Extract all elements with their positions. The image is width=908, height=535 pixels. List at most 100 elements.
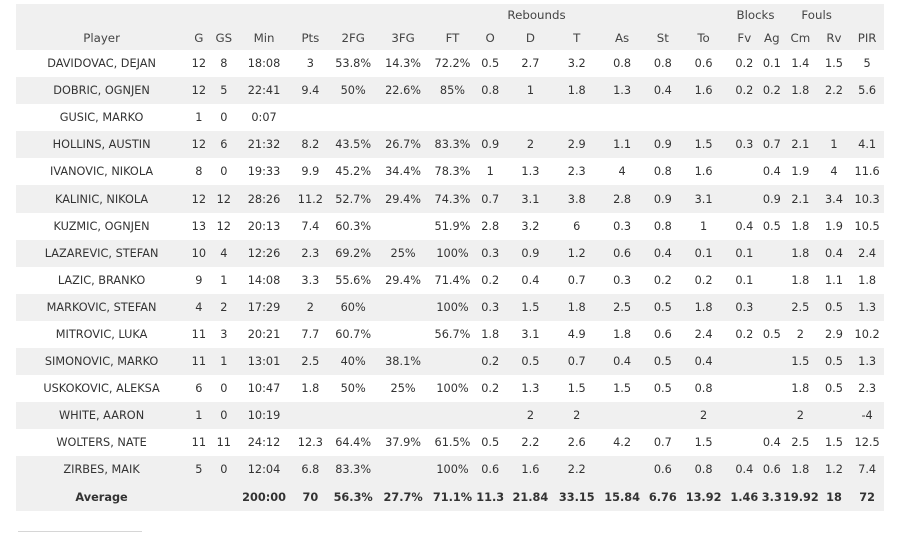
player-name[interactable]: KUZMIC, OGNJEN (53, 219, 150, 233)
stat-cell (330, 104, 377, 131)
stat-cell: 0 (220, 382, 228, 396)
stat-cell: 28:26 (247, 192, 281, 206)
group-header-row: Rebounds Blocks Fouls (16, 4, 884, 26)
stat-cell: 0.1 (762, 57, 781, 71)
column-header-ag[interactable]: Ag (764, 31, 780, 45)
stat-cell: 2 (306, 300, 314, 314)
column-header-o[interactable]: O (485, 31, 495, 45)
stat-cell: 13:01 (247, 355, 281, 369)
column-header-d[interactable]: D (525, 31, 535, 45)
stat-cell (556, 104, 598, 131)
stat-cell: 29.4% (385, 273, 422, 287)
stat-cell: 0.3 (613, 219, 632, 233)
stat-cell (761, 402, 783, 429)
column-header-min[interactable]: Min (253, 31, 275, 45)
table-row: WOLTERS, NATE 11 11 24:12 12.3 64.4% 37.9% 61.5… (16, 429, 884, 457)
player-name[interactable]: MITROVIC, LUKA (55, 327, 148, 341)
stat-cell (783, 104, 818, 131)
table-row: DOBRIC, OGNJEN 12 5 22:41 9.4 50% 22.6% 85% 0.8 1… (16, 77, 884, 105)
stat-cell: 0.2 (481, 382, 500, 396)
stat-cell: 45.2% (335, 165, 372, 179)
stat-cell: 0.3 (481, 300, 500, 314)
player-name[interactable]: IVANOVIC, NIKOLA (50, 165, 154, 179)
stat-cell: 1.3 (521, 165, 540, 179)
stat-cell: 1.5 (694, 436, 713, 450)
stat-cell (728, 429, 761, 456)
stat-cell: 0.4 (735, 463, 754, 477)
stat-cell: 1.6 (694, 165, 713, 179)
table-row: ZIRBES, MAIK 5 0 12:04 6.8 83.3% 100% 0.6 1.6 2.2… (16, 456, 884, 484)
stat-cell: 1.5 (521, 300, 540, 314)
stat-cell (430, 348, 476, 375)
stat-cell: 1.1 (613, 138, 632, 152)
stat-cell (728, 185, 761, 212)
column-header-g[interactable]: G (194, 31, 204, 45)
player-name[interactable]: ZIRBES, MAIK (63, 463, 140, 477)
table-row: SIMONOVIC, MARKO 11 1 13:01 2.5 40% 38.1% 0.2 0.… (16, 348, 884, 376)
average-cell: 27.7% (383, 490, 423, 504)
stat-cell: 0.7 (567, 273, 586, 287)
player-name[interactable]: LAZIC, BRANKO (57, 273, 146, 287)
stat-cell: 6 (195, 382, 203, 396)
stat-cell: 1.5 (791, 355, 810, 369)
average-cell (211, 484, 237, 511)
stat-cell (728, 348, 761, 375)
column-header-3fg[interactable]: 3FG (391, 31, 415, 45)
average-cell: 18 (826, 490, 842, 504)
column-header-gs[interactable]: GS (215, 31, 233, 45)
stat-cell (647, 402, 680, 429)
stat-cell: 19:33 (247, 165, 281, 179)
player-name[interactable]: GUSIC, MARKO (59, 111, 144, 125)
column-header-rv[interactable]: Rv (826, 31, 842, 45)
stat-cell: 0.8 (653, 57, 672, 71)
stat-cell: 56.7% (434, 327, 471, 341)
stat-cell: 24:12 (247, 436, 281, 450)
stat-cell (679, 104, 728, 131)
stat-cell: 0 (220, 165, 228, 179)
player-name[interactable]: DOBRIC, OGNJEN (53, 84, 150, 98)
stat-cell: 3.8 (567, 192, 586, 206)
column-header-t[interactable]: T (573, 31, 581, 45)
stat-cell (728, 104, 761, 131)
player-name[interactable]: MARKOVIC, STEFAN (46, 300, 157, 314)
column-header-cm[interactable]: Cm (790, 31, 811, 45)
player-name[interactable]: USKOKOVIC, ALEKSA (43, 382, 160, 396)
player-name[interactable]: LAZAREVIC, STEFAN (44, 246, 159, 260)
stat-cell: 100% (436, 246, 469, 260)
stat-cell: 3.2 (567, 57, 586, 71)
stat-cell: 2 (526, 138, 534, 152)
stat-cell: 20:13 (247, 219, 281, 233)
group-header-spacer (850, 4, 884, 26)
player-name[interactable]: KALINIC, NIKOLA (54, 192, 149, 206)
column-header-pts[interactable]: Pts (301, 31, 320, 45)
column-header-player[interactable]: Player (83, 31, 120, 45)
stat-cell: 0.4 (521, 273, 540, 287)
stat-cell: 5.6 (858, 84, 877, 98)
average-cell: 56.3% (333, 490, 373, 504)
column-header-as[interactable]: As (614, 31, 630, 45)
column-header-2fg[interactable]: 2FG (341, 31, 365, 45)
stat-cell: 1 (830, 138, 838, 152)
player-name[interactable]: SIMONOVIC, MARKO (44, 355, 159, 369)
player-name[interactable]: HOLLINS, AUSTIN (52, 138, 151, 152)
column-header-st[interactable]: St (656, 31, 669, 45)
stat-cell: 1.5 (824, 436, 843, 450)
stat-cell: 0.5 (824, 300, 843, 314)
average-cell: 19.92 (783, 490, 818, 504)
stat-cell: 50% (340, 84, 366, 98)
column-header-fv[interactable]: Fv (737, 31, 752, 45)
column-header-to[interactable]: To (697, 31, 710, 45)
stat-cell: 9.9 (301, 165, 320, 179)
stat-cell: 1.8 (567, 300, 586, 314)
player-name[interactable]: WHITE, AARON (58, 409, 145, 423)
stat-cell: 1 (699, 219, 708, 233)
stat-cell: 1.8 (301, 382, 320, 396)
table-row: WHITE, AARON 1 0 10:19 2 2 2 2 -4 (16, 402, 884, 430)
column-header-ft[interactable]: FT (445, 31, 460, 45)
stat-cell (761, 240, 783, 267)
column-header-pir[interactable]: PIR (857, 31, 877, 45)
player-name[interactable]: WOLTERS, NATE (56, 436, 147, 450)
stat-cell: 53.8% (335, 57, 372, 71)
player-name[interactable]: DAVIDOVAC, DEJAN (47, 57, 156, 71)
stat-cell: 7.4 (858, 463, 877, 477)
